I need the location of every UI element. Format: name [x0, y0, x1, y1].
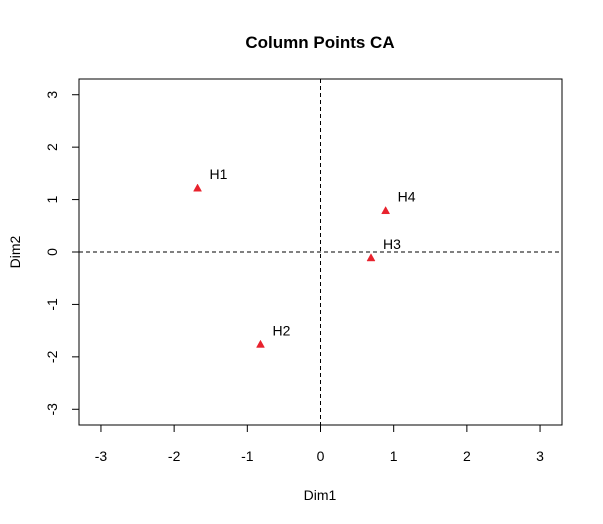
- data-points: H1 H2 H3 H4: [193, 166, 416, 348]
- point-marker-h2: [256, 339, 265, 348]
- x-axis-label: Dim1: [304, 487, 337, 503]
- x-tick-label: -3: [95, 448, 108, 464]
- x-axis: -3 -2 -1 0 1 2 3: [95, 425, 544, 464]
- point-label-h4: H4: [398, 189, 416, 205]
- x-tick-label: 0: [317, 448, 325, 464]
- point-label-h3: H3: [383, 236, 401, 252]
- point-marker-h4: [381, 206, 391, 215]
- y-tick-label: -2: [44, 350, 60, 363]
- y-axis-label: Dim2: [7, 235, 23, 268]
- x-tick-label: 3: [536, 448, 544, 464]
- point-label-h1: H1: [210, 166, 228, 182]
- point-marker-h3: [366, 253, 376, 262]
- y-tick-label: 2: [44, 143, 60, 151]
- y-tick-label: -3: [44, 403, 60, 416]
- point-label-h2: H2: [272, 322, 290, 338]
- y-tick-label: 3: [44, 91, 60, 99]
- x-tick-label: 2: [463, 448, 471, 464]
- y-axis: -3 -2 -1 0 1 2 3: [44, 91, 79, 416]
- x-tick-label: -2: [168, 448, 181, 464]
- point-marker-h1: [193, 183, 202, 192]
- y-tick-label: -1: [44, 298, 60, 311]
- reference-lines: [79, 79, 562, 425]
- chart-title: Column Points CA: [245, 33, 394, 52]
- x-tick-label: 1: [390, 448, 398, 464]
- y-tick-label: 0: [44, 248, 60, 256]
- y-tick-label: 1: [44, 195, 60, 203]
- x-tick-label: -1: [241, 448, 254, 464]
